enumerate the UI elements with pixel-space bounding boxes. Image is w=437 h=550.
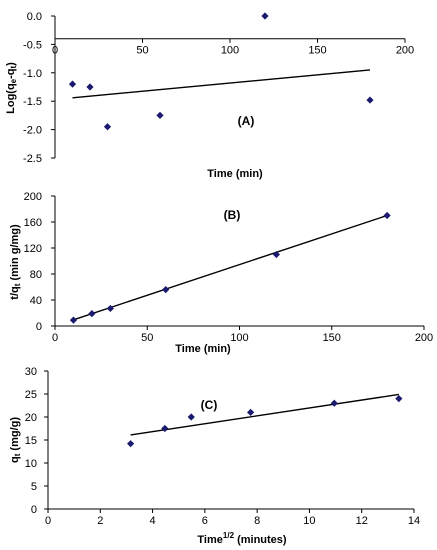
panel-c-data-point [127,440,135,448]
panel-c-ytick-label: 10 [25,458,37,470]
panel-a-data-point [261,12,269,20]
panel-b-y-title: t/qt (min g/mg) [9,224,22,300]
panel-a-ytick-label: -2.5 [23,153,42,165]
panel-b-ytick-label: 0 [36,321,42,333]
panel-a-data-point [103,123,112,131]
panel-c-xtick-label: 12 [356,515,368,527]
panel-c-data-point [395,395,403,403]
panel-b-ytick-label: 160 [24,217,42,229]
panel-c-data-point [330,399,338,407]
panel-a-data-point [156,111,164,119]
panel-c-xtick-label: 2 [97,515,103,527]
panel-c-label: (C) [201,398,218,412]
panel-b-data-point [88,310,96,318]
panel-b: 0 40 80 120 160 200 0 50 100 150 200 (B) Time (mi… [9,191,433,355]
panel-c-xtick-label: 0 [45,515,51,527]
panel-a: 0.0 -0.5 -1.0 -1.5 -2.0 -2.5 0 50 100 150 200 (A)… [5,11,414,180]
panel-c-xtick-label: 8 [254,515,260,527]
panel-b-xtick-label: 100 [230,332,248,344]
panel-c-fit-line [130,393,399,436]
panel-b-ytick-label: 40 [30,295,42,307]
panel-b-data-point [162,286,170,294]
panel-b-data-point [106,304,114,313]
panel-c-xtick-label: 14 [408,515,420,527]
panel-c-ytick-label: 5 [31,481,37,493]
panel-c: 0 5 10 15 20 25 30 0 2 4 6 8 10 12 14 (C) Time1/2 (mi… [9,366,420,546]
panel-b-xtick-label: 0 [52,332,58,344]
panel-a-data-point [68,80,77,88]
panel-c-xtick-label: 4 [150,515,156,527]
panel-c-x-title: Time1/2 (minutes) [197,531,287,546]
panel-c-data-point [187,413,195,421]
panel-b-xtick-label: 200 [415,332,433,344]
panel-b-xtick-label: 150 [323,332,341,344]
panel-c-ytick-label: 15 [25,435,37,447]
panel-b-label: (B) [224,208,241,222]
panel-b-xtick-label: 50 [141,332,153,344]
panel-c-xtick-label: 6 [202,515,208,527]
panel-b-ytick-label: 200 [24,191,42,203]
panel-a-xtick-label: 200 [396,45,414,57]
panel-c-ytick-label: 25 [25,389,37,401]
panel-a-label: (A) [238,114,255,128]
panel-a-ytick-label: -1.5 [23,96,42,108]
panel-a-xtick-label: 50 [136,45,148,57]
panel-c-ytick-label: 30 [25,366,37,378]
panel-a-xtick-label: 150 [308,45,326,57]
panel-c-data-point [247,408,255,416]
panel-a-x-title: Time (min) [207,168,263,180]
panel-a-xtick-label: 100 [221,45,239,57]
panel-c-xtick-label: 10 [303,515,315,527]
panel-b-data-point [383,211,391,220]
panel-a-data-point [86,83,94,91]
panel-b-fit-line [73,214,388,321]
panel-b-data-point [272,250,280,259]
panel-a-ytick-label: -1.0 [23,68,42,80]
panel-a-ytick-label: 0.0 [27,11,42,23]
panel-a-fit-line [72,69,371,99]
panel-a-xtick-label: 0 [52,45,58,57]
panel-c-y-title: qt (mg/g) [9,417,22,463]
panel-a-data-point [366,96,374,104]
panel-a-y-title: Log(qe-qt) [5,62,18,114]
panel-b-ytick-label: 120 [24,243,42,255]
panel-b-x-title: Time (min) [175,343,231,355]
panel-c-data-point [161,424,169,433]
panel-c-ytick-label: 0 [31,504,37,516]
panel-b-ytick-label: 80 [30,269,42,281]
panel-b-data-point [69,316,78,324]
panel-c-ytick-label: 20 [25,412,37,424]
panel-a-ytick-label: -0.5 [23,39,42,51]
panel-a-ytick-label: -2.0 [23,125,42,137]
